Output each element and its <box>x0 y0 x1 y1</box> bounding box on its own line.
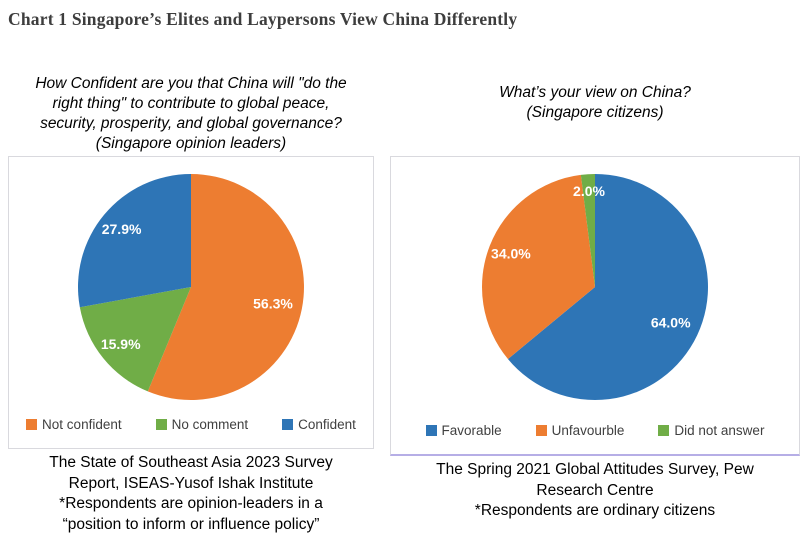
legend-label-did-not-answer: Did not answer <box>674 423 765 438</box>
pie-value-label-not-confident: 56.3% <box>253 295 293 311</box>
pie-slice-unfavourble <box>481 174 595 360</box>
legend-swatch-did-not-answer <box>658 425 670 436</box>
elites-chart-section: How Confident are you that China will "d… <box>8 74 374 535</box>
elites-pie-chart: 56.3% 15.9% 27.9% <box>78 174 304 400</box>
legend-swatch-favorable <box>425 425 437 436</box>
legend-item-not-confident: Not confident <box>26 417 122 432</box>
citizens-pie-chart: 64.0% 34.0% 2.0% <box>481 174 708 400</box>
legend-item-no-comment: No comment <box>155 417 249 432</box>
charts-row: How Confident are you that China will "d… <box>8 74 809 535</box>
legend-item-favorable: Favorable <box>425 423 502 438</box>
elites-chart-source: The State of Southeast Asia 2023 Survey … <box>49 454 333 533</box>
elites-chart-legend: Not confident No comment Confident <box>26 417 356 432</box>
citizens-chart-box: 64.0% 34.0% 2.0% Favorable Unfavourble Did… <box>390 156 800 456</box>
legend-label-not-confident: Not confident <box>42 417 122 432</box>
legend-swatch-confident <box>282 419 294 430</box>
legend-swatch-not-confident <box>26 419 38 430</box>
pie-slice-no-comment <box>79 287 191 392</box>
elites-chart-box: 56.3% 15.9% 27.9% Not confident No comment… <box>8 156 374 449</box>
pie-slice-did-not-answer <box>580 174 595 287</box>
legend-label-no-comment: No comment <box>171 417 249 432</box>
pie-value-label-confident: 27.9% <box>102 221 142 237</box>
pie-value-label-unfavourble: 34.0% <box>491 246 531 262</box>
page-title: Chart 1 Singapore’s Elites and Layperson… <box>8 9 518 29</box>
pie-value-label-no-comment: 15.9% <box>101 336 141 352</box>
citizens-chart-source: The Spring 2021 Global Attitudes Survey,… <box>436 461 754 519</box>
elites-chart-question: How Confident are you that China will "d… <box>35 75 347 152</box>
legend-item-confident: Confident <box>282 417 356 432</box>
legend-item-unfavourble: Unfavourble <box>535 423 625 438</box>
legend-label-confident: Confident <box>298 417 356 432</box>
legend-swatch-no-comment <box>155 419 167 430</box>
pie-value-label-favorable: 64.0% <box>651 315 691 331</box>
pie-slice-favorable <box>507 174 708 400</box>
citizens-chart-section: What’s your view on China? (Singapore ci… <box>390 74 800 535</box>
legend-label-unfavourble: Unfavourble <box>551 423 625 438</box>
legend-swatch-unfavourble <box>535 425 547 436</box>
pie-slice-confident <box>78 174 191 308</box>
legend-label-favorable: Favorable <box>441 423 502 438</box>
citizens-chart-question: What’s your view on China? (Singapore ci… <box>499 84 691 121</box>
citizens-chart-legend: Favorable Unfavourble Did not answer <box>425 423 764 438</box>
pie-value-label-did-not-answer: 2.0% <box>573 183 605 199</box>
pie-slice-not-confident <box>147 174 304 400</box>
legend-item-did-not-answer: Did not answer <box>658 423 764 438</box>
